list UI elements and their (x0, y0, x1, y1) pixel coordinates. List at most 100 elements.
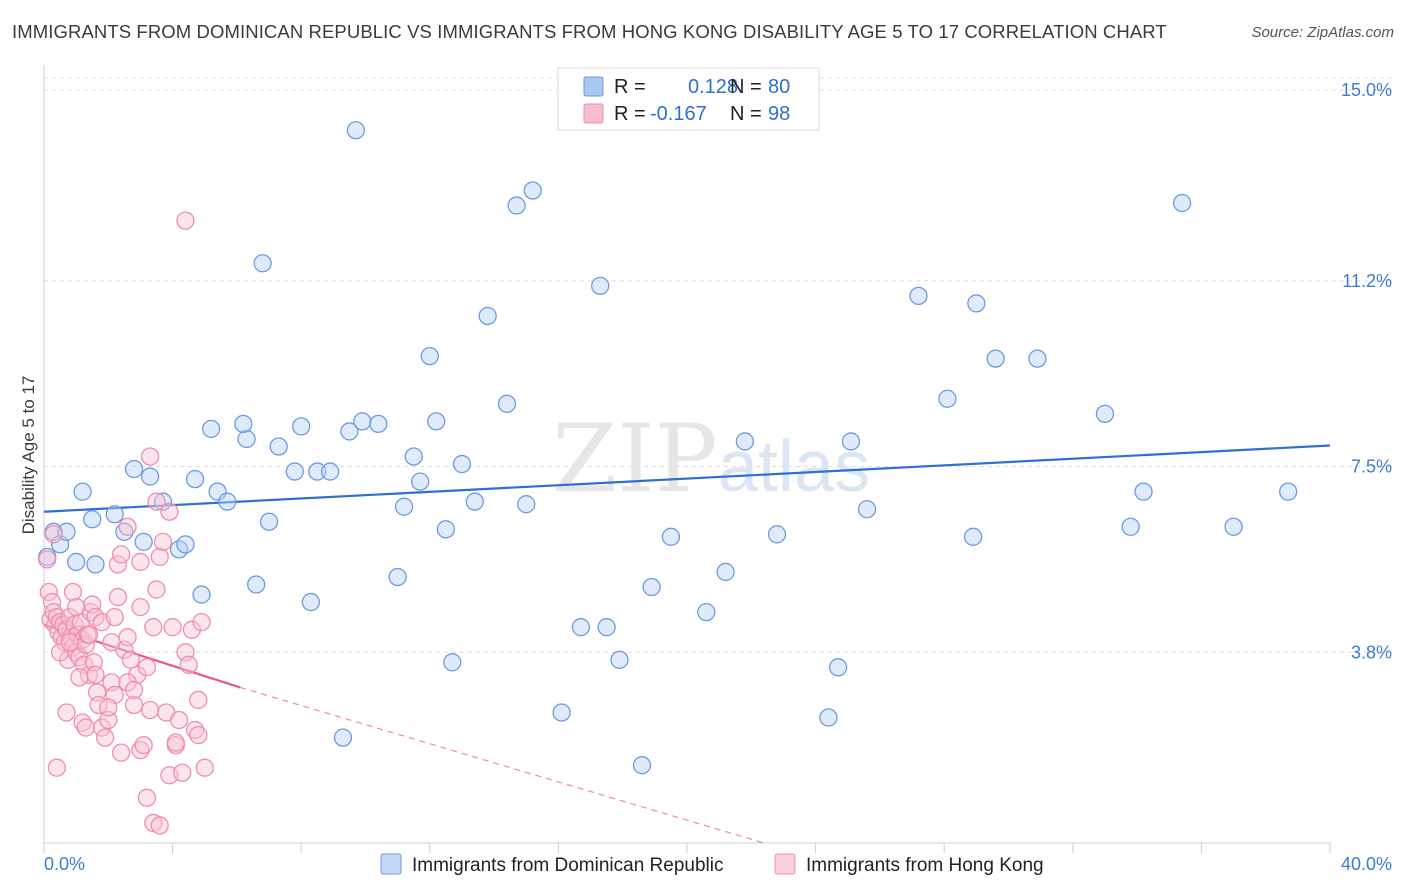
data-point (1095, 404, 1115, 423)
legend-swatch-dominican (583, 76, 604, 97)
data-point (115, 522, 134, 541)
data-point (642, 577, 661, 597)
data-point (234, 414, 253, 434)
data-point (1121, 517, 1140, 536)
data-point (967, 294, 986, 313)
data-point (160, 502, 179, 521)
data-point (131, 740, 150, 760)
data-point (420, 346, 439, 366)
data-point (67, 552, 86, 572)
series-hong-kong (38, 211, 214, 835)
data-point (192, 585, 211, 604)
tick-labels: 3.8% 7.5% 11.2% 15.0% 0.0% 40.0% (44, 80, 1392, 874)
data-point (735, 432, 755, 451)
data-point (828, 658, 848, 677)
data-point (150, 547, 169, 567)
data-point (108, 587, 128, 607)
legend-n-value-1: 80 (768, 76, 790, 98)
data-point (83, 510, 102, 529)
bottom-legend: Immigrants from Dominican Republic Immig… (380, 853, 1044, 876)
data-point (182, 620, 202, 639)
data-point (591, 276, 610, 296)
legend-r-label-2: R = (614, 103, 646, 125)
y-tick-label: 3.8% (1351, 642, 1392, 662)
data-point (301, 592, 320, 612)
data-point (320, 462, 340, 481)
data-point (99, 710, 118, 730)
data-point (189, 690, 208, 710)
data-point (1134, 482, 1153, 501)
data-point (1279, 482, 1298, 501)
bottom-legend-swatch-hongkong (774, 853, 796, 875)
data-point (571, 618, 591, 637)
data-point (388, 567, 407, 587)
data-point (1172, 193, 1192, 213)
watermark-zip: ZIP (552, 405, 718, 514)
data-point (610, 650, 629, 669)
data-point (269, 437, 288, 456)
data-point (47, 607, 67, 627)
data-point (118, 517, 137, 536)
data-point (63, 582, 83, 602)
data-point (523, 181, 542, 200)
data-point (73, 713, 92, 732)
data-point (60, 633, 79, 652)
data-point (986, 349, 1005, 368)
data-point (140, 447, 160, 466)
x-tick-label-max: 40.0% (1341, 854, 1392, 874)
data-point (173, 763, 192, 782)
data-point (95, 728, 115, 747)
watermark-atlas: atlas (718, 427, 870, 507)
data-point (144, 618, 163, 637)
data-point (147, 580, 166, 599)
legend-n-value-2: 98 (768, 103, 790, 125)
data-point (1224, 517, 1243, 536)
data-point (938, 389, 957, 408)
data-point (189, 725, 208, 745)
data-point (39, 582, 58, 602)
data-points (38, 121, 1298, 835)
data-point (436, 520, 456, 539)
data-point (176, 211, 195, 230)
data-point (50, 612, 70, 632)
data-point (237, 429, 256, 449)
data-point (153, 492, 173, 511)
data-point (140, 467, 160, 486)
data-point (128, 665, 147, 685)
data-point (697, 602, 716, 622)
legend-r-label-1: R = (614, 76, 646, 98)
data-point (394, 497, 414, 516)
data-point (597, 618, 616, 637)
data-point (661, 527, 681, 546)
y-tick-label: 15.0% (1341, 80, 1392, 100)
data-point (465, 492, 484, 511)
data-point (369, 414, 388, 434)
trend-line-dominican (43, 444, 1331, 513)
data-point (163, 618, 182, 637)
bottom-legend-label-hongkong: Immigrants from Hong Kong (806, 855, 1044, 876)
legend-swatch-hongkong (583, 103, 604, 124)
data-point (73, 482, 92, 501)
data-point (147, 492, 166, 511)
data-point (86, 665, 105, 685)
data-point (767, 525, 787, 544)
data-point (124, 680, 144, 700)
trend-line-hongkong (43, 623, 241, 689)
y-tick-label: 11.2% (1342, 271, 1392, 291)
data-point (131, 552, 150, 572)
data-point (517, 495, 536, 514)
data-point (102, 633, 121, 652)
data-point (308, 462, 327, 481)
data-point (507, 196, 526, 215)
data-point (38, 550, 57, 569)
data-point (121, 650, 140, 669)
data-point (253, 254, 272, 273)
trend-lines (43, 444, 1331, 845)
data-point (105, 607, 124, 627)
data-point (137, 658, 157, 677)
data-point (131, 597, 150, 617)
data-point (118, 673, 137, 692)
data-point (497, 394, 517, 413)
data-point (841, 432, 861, 451)
source-label: Source: ZipAtlas.com (1251, 24, 1394, 41)
